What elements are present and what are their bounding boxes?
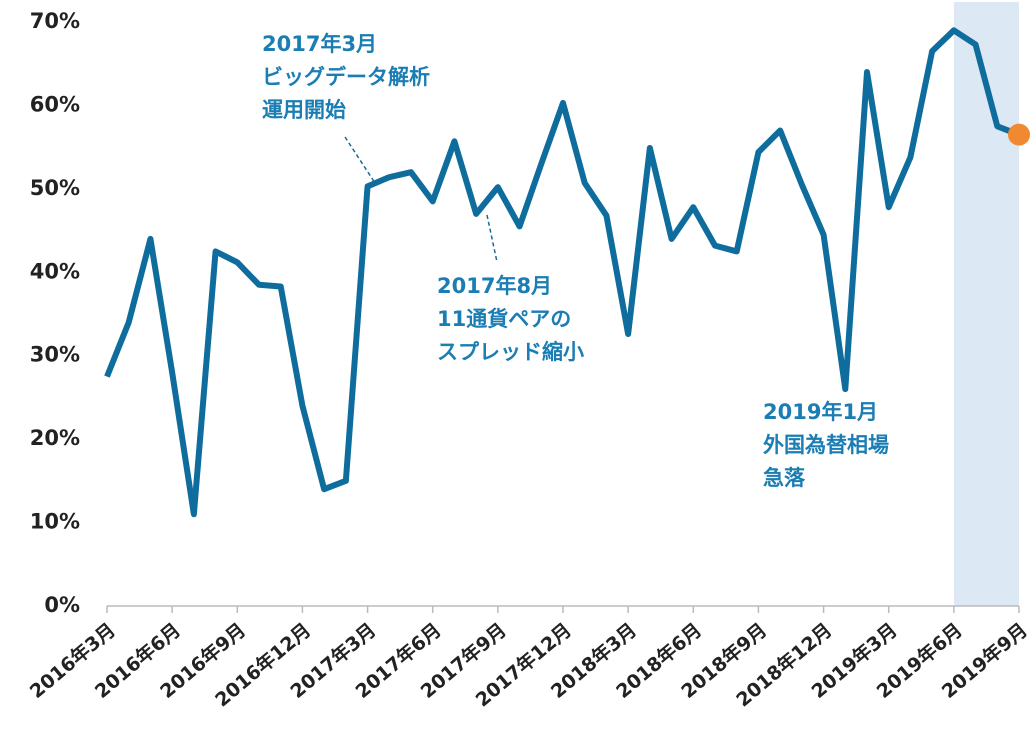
leader bbox=[344, 136, 376, 184]
y-tick-label: 30% bbox=[30, 343, 80, 367]
last-point bbox=[1008, 123, 1030, 146]
y-tick-label: 0% bbox=[44, 593, 80, 617]
annotation: 2017年8月 bbox=[437, 274, 552, 298]
annotation: 外国為替相場 bbox=[763, 433, 889, 457]
y-tick-label: 70% bbox=[30, 9, 80, 33]
annotation: スプレッド縮小 bbox=[437, 340, 584, 364]
y-tick-label: 40% bbox=[30, 259, 80, 283]
annotation: 運用開始 bbox=[262, 98, 346, 122]
y-tick-label: 20% bbox=[30, 426, 80, 450]
y-tick-label: 60% bbox=[30, 92, 80, 116]
y-tick-label: 50% bbox=[30, 176, 80, 200]
leader bbox=[486, 214, 498, 263]
highlight-band bbox=[953, 2, 1019, 606]
annotation: 11通貨ペアの bbox=[437, 307, 571, 331]
annotation: 2019年1月 bbox=[763, 400, 878, 424]
y-tick-label: 10% bbox=[30, 510, 80, 534]
annotation: 急落 bbox=[763, 466, 806, 490]
data-line bbox=[104, 27, 1021, 518]
annotation: ビッグデータ解析 bbox=[262, 65, 430, 89]
annotation: 2017年3月 bbox=[262, 32, 377, 56]
